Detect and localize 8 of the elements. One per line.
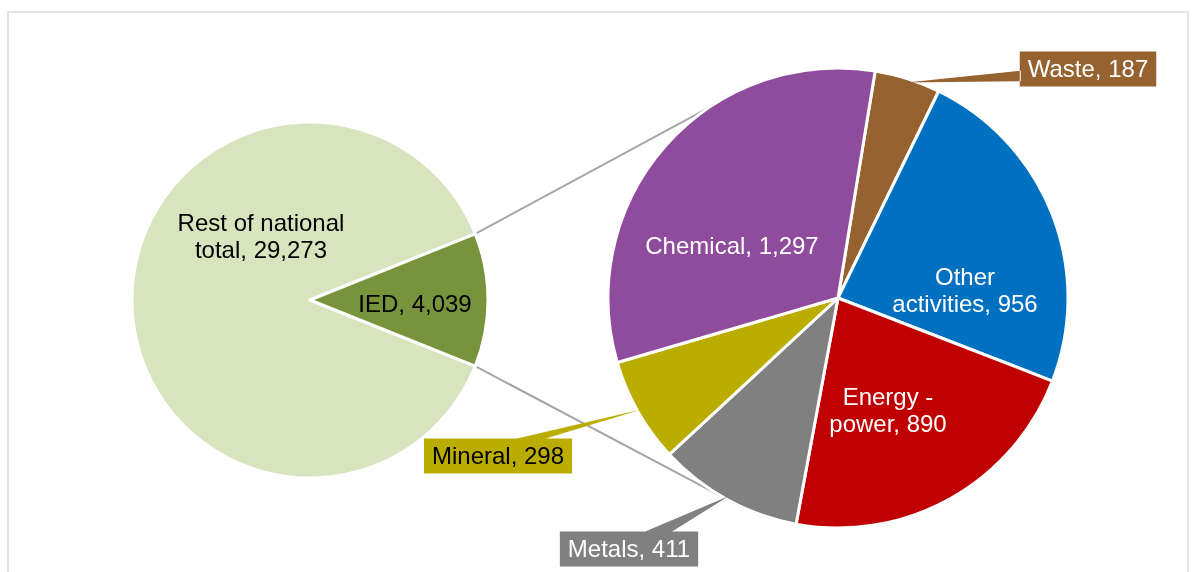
slice-label: Chemical, 1,297 — [645, 232, 819, 260]
slice-label: Mineral, 298 — [431, 442, 565, 470]
slice-label: Other activities, 956 — [892, 262, 1038, 317]
slice-label: Energy - power, 890 — [829, 382, 947, 437]
slice-label: IED, 4,039 — [358, 290, 472, 318]
slice-label: Rest of national total, 29,273 — [177, 208, 345, 263]
slice-label: Metals, 411 — [567, 535, 691, 563]
legend-label: Waste, 187 — [1027, 55, 1149, 83]
